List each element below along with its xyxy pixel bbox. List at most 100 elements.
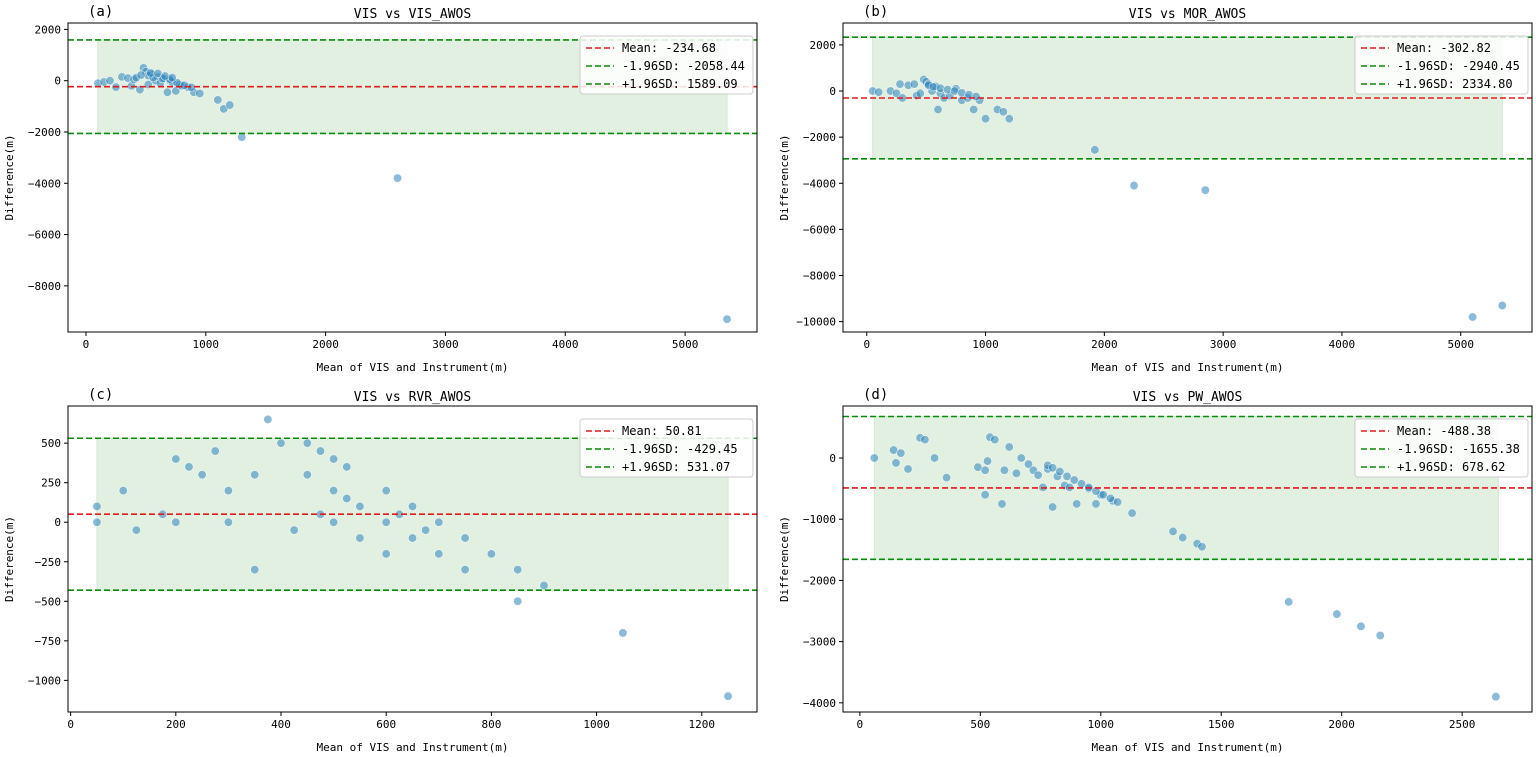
data-point <box>407 501 417 511</box>
panel-b: 0 1000 2000 3000 4000 5000 −10000 −8000 −6000 −40… <box>778 4 1533 374</box>
data-point <box>105 76 115 86</box>
data-point <box>723 691 733 701</box>
data-point <box>1011 468 1021 478</box>
data-point <box>1024 459 1034 469</box>
y-tick-label: 0 <box>829 85 836 98</box>
x-tick-label: 1200 <box>689 718 716 731</box>
x-tick-label: 2000 <box>312 338 339 351</box>
panel-label: (d) <box>863 387 888 403</box>
data-point <box>618 628 628 638</box>
data-point <box>213 95 223 105</box>
data-point <box>990 435 1000 445</box>
legend-box <box>579 418 754 478</box>
data-point <box>997 499 1007 509</box>
data-point <box>342 494 352 504</box>
data-point <box>381 517 391 527</box>
data-point <box>895 79 905 89</box>
data-point <box>289 525 299 535</box>
data-point <box>909 79 919 89</box>
x-axis-label: Mean of VIS and Instrument(m) <box>1091 361 1283 374</box>
axes-frame <box>67 22 758 333</box>
x-tick-label: 0 <box>83 338 90 351</box>
x-tick-label: 2500 <box>1449 718 1476 731</box>
x-axis-label: Mean of VIS and Instrument(m) <box>1091 741 1283 754</box>
legend-entry: -1.96SD: -429.45 <box>622 442 738 456</box>
data-point <box>1197 542 1207 552</box>
data-point <box>1105 493 1115 503</box>
x-tick-label: 0 <box>67 718 74 731</box>
legend: Mean: -488.38 -1.96SD: -1655.38 +1.96SD: 6… <box>1354 418 1529 478</box>
data-point <box>1091 499 1101 509</box>
legend-box <box>1354 418 1529 478</box>
data-point <box>136 70 146 80</box>
chart-title: VIS vs MOR_AWOS <box>1129 7 1246 22</box>
data-point <box>342 462 352 472</box>
data-point <box>980 465 990 475</box>
y-tick-label: −2000 <box>803 574 836 587</box>
data-point <box>1033 470 1043 480</box>
data-point <box>1090 145 1100 155</box>
data-point <box>971 92 981 102</box>
x-tick-label: 5000 <box>1447 338 1474 351</box>
data-point <box>981 114 991 124</box>
legend: Mean: 50.81 -1.96SD: -429.45 +1.96SD: 531.… <box>579 418 754 478</box>
y-tick-label: −1000 <box>803 513 836 526</box>
legend-box <box>579 35 754 95</box>
data-point <box>460 565 470 575</box>
x-tick-label: 1000 <box>972 338 999 351</box>
y-tick-label: −4000 <box>803 177 836 190</box>
data-point <box>329 517 339 527</box>
y-axis-label: Difference(m) <box>3 134 16 220</box>
data-point <box>1091 486 1101 496</box>
data-point <box>874 87 884 97</box>
data-point <box>933 104 943 114</box>
y-tick-label: 0 <box>54 75 61 88</box>
x-tick-label: 0 <box>857 718 864 731</box>
data-point <box>407 533 417 543</box>
data-point <box>197 470 207 480</box>
panel-d: 0 500 1000 1500 2000 2500 −4000 −3000 −2000 −1000… <box>778 387 1533 754</box>
data-point <box>1375 630 1385 640</box>
x-tick-label: 4000 <box>552 338 579 351</box>
data-point <box>722 314 732 324</box>
data-point <box>891 88 901 98</box>
data-point <box>195 89 205 99</box>
data-point <box>1491 692 1501 702</box>
data-point <box>915 88 925 98</box>
data-point <box>1356 621 1366 631</box>
data-point <box>167 73 177 83</box>
legend-entry: -1.96SD: -1655.38 <box>1397 442 1520 456</box>
x-tick-label: 0 <box>863 338 870 351</box>
data-point <box>1497 300 1507 310</box>
axes-frame <box>842 405 1533 713</box>
y-tick-label: 0 <box>829 452 836 465</box>
legend-entry: +1.96SD: 2334.80 <box>1397 77 1513 91</box>
axes-frame <box>842 22 1533 333</box>
data-point <box>421 525 431 535</box>
data-point <box>381 549 391 559</box>
y-tick-label: 2000 <box>810 39 837 52</box>
data-point <box>869 453 879 463</box>
data-point <box>302 438 312 448</box>
legend-entry: +1.96SD: 678.62 <box>1397 460 1505 474</box>
data-point <box>434 549 444 559</box>
legend-entry: +1.96SD: 531.07 <box>622 460 730 474</box>
data-point <box>903 464 913 474</box>
data-point <box>942 473 952 483</box>
y-tick-label: 2000 <box>35 23 62 36</box>
legend-entry: Mean: -488.38 <box>1397 424 1491 438</box>
x-tick-label: 200 <box>166 718 186 731</box>
y-tick-label: −3000 <box>803 636 836 649</box>
x-tick-label: 1500 <box>1208 718 1235 731</box>
x-tick-label: 800 <box>481 718 501 731</box>
y-axis-label: Difference(m) <box>778 134 791 220</box>
x-tick-label: 4000 <box>1329 338 1356 351</box>
data-point <box>1069 475 1079 485</box>
data-point <box>171 454 181 464</box>
data-point <box>1062 471 1072 481</box>
data-point <box>118 486 128 496</box>
data-point <box>1284 597 1294 607</box>
y-tick-label: 500 <box>41 437 61 450</box>
data-point <box>250 470 260 480</box>
data-point <box>302 470 312 480</box>
